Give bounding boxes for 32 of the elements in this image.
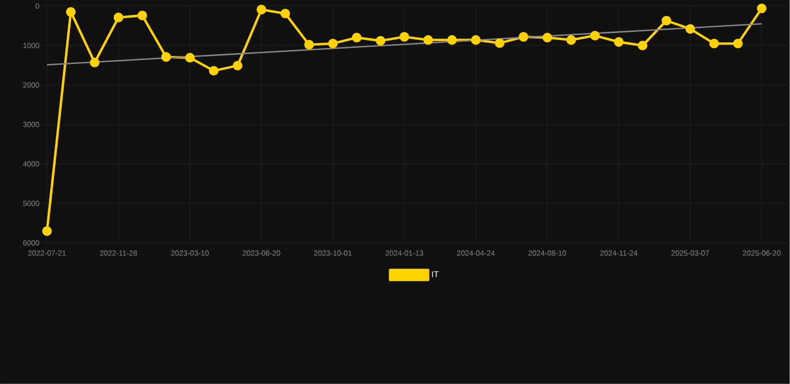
point [709, 38, 719, 48]
point [208, 66, 219, 76]
point [756, 4, 767, 14]
legend-label: IT [432, 271, 439, 278]
point [161, 52, 171, 62]
point [42, 226, 52, 236]
point [352, 32, 362, 42]
point [232, 60, 242, 70]
point [447, 35, 457, 45]
point [280, 8, 290, 18]
point [542, 32, 552, 42]
point [685, 24, 696, 34]
point [423, 35, 433, 45]
point [304, 40, 314, 50]
point [471, 35, 481, 45]
point [566, 35, 576, 45]
point [400, 32, 410, 42]
point [66, 7, 76, 17]
point [114, 12, 124, 22]
point [518, 32, 528, 42]
point [376, 36, 386, 46]
point [638, 40, 648, 50]
point [185, 53, 195, 63]
point [256, 4, 266, 14]
point [328, 38, 338, 48]
point [590, 30, 600, 40]
point [614, 37, 624, 47]
point [733, 38, 743, 48]
point [137, 10, 148, 20]
point [662, 16, 672, 26]
point [90, 58, 100, 68]
point [494, 38, 504, 48]
